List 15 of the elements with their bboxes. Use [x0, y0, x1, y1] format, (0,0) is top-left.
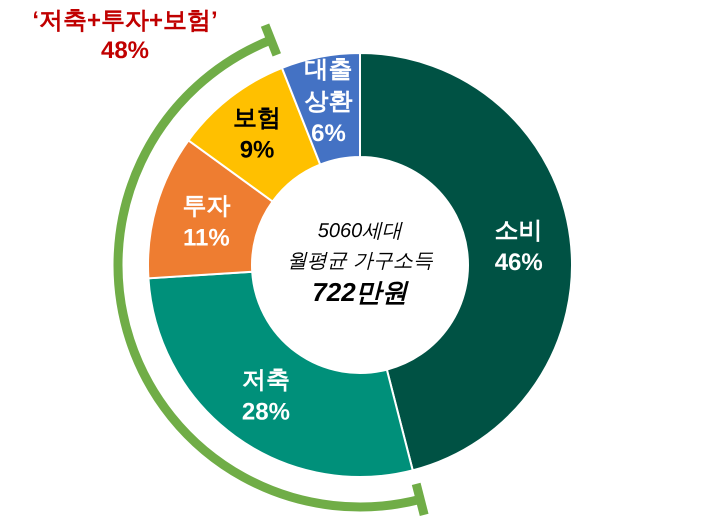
- text: 48%: [100, 37, 150, 64]
- slice-label: 보험: [233, 104, 282, 132]
- slice-label: 소비: [494, 216, 543, 244]
- data-label: 11%: [182, 224, 230, 252]
- data-label: 46%: [494, 248, 543, 276]
- text: ‘저축+투자+보험’: [32, 7, 218, 34]
- data-label: 9%: [240, 136, 274, 164]
- text: 월평균 가구소득: [287, 250, 434, 272]
- data-label: 6%: [311, 120, 346, 147]
- text: 722만원: [312, 277, 410, 307]
- slice-label: 대출 상환: [304, 56, 353, 115]
- text: 5060세대: [318, 220, 404, 242]
- slice-label: 투자: [182, 192, 230, 220]
- data-label: 28%: [242, 398, 290, 426]
- slice-label: 저축: [242, 366, 290, 394]
